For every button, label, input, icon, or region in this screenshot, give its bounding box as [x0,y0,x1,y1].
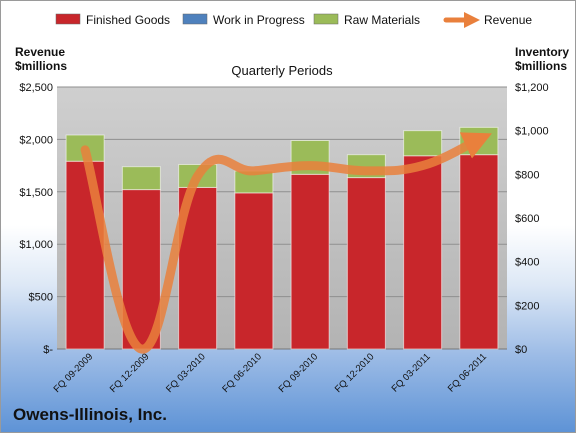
right-tick-label: $400 [515,257,539,269]
right-axis-title: Inventory [515,45,569,59]
right-axis-title: $millions [515,59,567,73]
legend-label-work-in-progress: Work in Progress [213,13,305,27]
left-tick-label: $- [43,344,53,356]
left-tick-label: $2,000 [19,134,53,146]
company-name: Owens-Illinois, Inc. [13,405,167,424]
right-tick-label: $0 [515,344,527,356]
x-tick-label: FQ 06-2010 [220,351,264,395]
right-tick-label: $200 [515,300,539,312]
bar-finished-goods [290,173,330,350]
x-tick-label: FQ 09-2009 [52,351,96,395]
bar-finished-goods [459,154,499,350]
left-axis-title: Revenue [15,45,65,59]
bar-finished-goods [346,177,386,350]
x-tick-label: FQ 03-2011 [390,351,433,394]
revenue-line [80,132,492,354]
left-tick-label: $500 [29,292,53,304]
x-tick-label: FQ 09-2010 [277,351,321,395]
right-tick-label: $1,200 [515,82,549,94]
x-tick-label: FQ 03-2010 [164,351,208,395]
right-tick-label: $600 [515,213,539,225]
legend-label-revenue: Revenue [484,13,532,27]
x-tick-label: FQ 12-2010 [333,351,377,395]
x-tick-label: FQ 12-2009 [108,351,152,395]
left-tick-label: $1,500 [19,187,53,199]
legend-swatch-finished-goods [55,13,81,25]
bar-raw-materials [121,166,161,191]
x-tick-label: FQ 06-2011 [446,351,489,394]
legend-swatch-work-in-progress [182,13,208,25]
legend-label-finished-goods: Finished Goods [86,13,170,27]
legend-swatch-raw-materials [313,13,339,25]
left-tick-label: $1,000 [19,239,53,251]
bar-finished-goods [178,186,218,350]
bar-raw-materials [403,130,443,157]
legend-label-raw-materials: Raw Materials [344,13,420,27]
right-tick-label: $1,000 [515,126,549,138]
left-tick-label: $2,500 [19,82,53,94]
bar-finished-goods [403,155,443,350]
bar-finished-goods [234,192,274,350]
chart-subtitle: Quarterly Periods [231,63,333,78]
right-tick-label: $800 [515,169,539,181]
left-axis-title: $millions [15,59,67,73]
